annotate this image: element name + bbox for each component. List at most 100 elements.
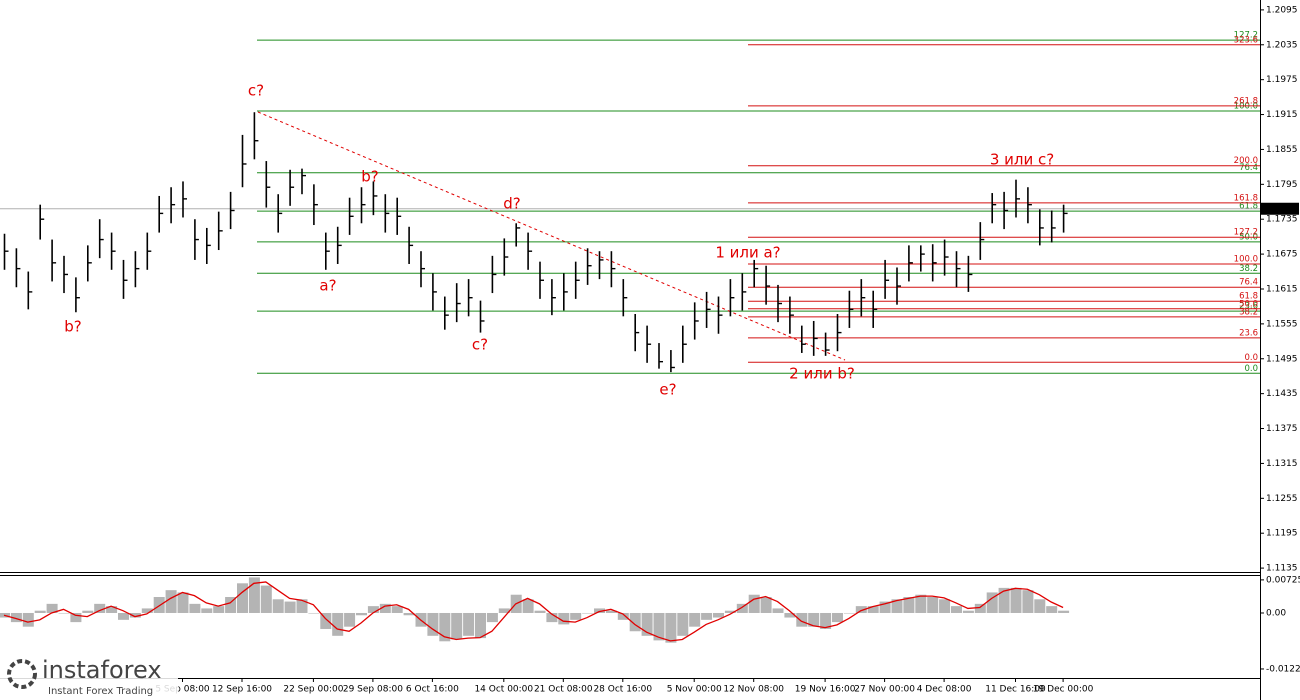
- macd-bar: [1034, 599, 1046, 613]
- macd-bar: [1046, 606, 1058, 613]
- macd-bar: [939, 599, 951, 613]
- x-tick-label: 5 Sep 08:00: [155, 685, 210, 695]
- macd-bar: [605, 610, 617, 613]
- macd-bar: [463, 612, 475, 636]
- y-tick-label: 1.1315: [1266, 459, 1298, 469]
- macd-bar: [248, 577, 260, 613]
- x-tick-label: 22 Sep 00:00: [283, 685, 343, 695]
- macd-bar: [784, 612, 796, 618]
- macd-bar: [582, 612, 594, 614]
- x-tick-label: 14 Oct 00:00: [474, 685, 533, 695]
- macd-bar: [653, 612, 665, 641]
- macd-bar: [879, 601, 891, 613]
- macd-bar: [748, 594, 760, 613]
- fib-label: 127.2: [1234, 228, 1258, 238]
- x-tick-label: 27 Nov 00:00: [854, 685, 915, 695]
- fib-label: 0.0: [1244, 353, 1258, 363]
- fib-label: 38.2: [1239, 264, 1258, 274]
- x-tick-label: 28 Oct 16:00: [593, 685, 652, 695]
- fib-label: 61.8: [1239, 202, 1258, 212]
- macd-bar: [237, 583, 248, 613]
- fib-label: 76.4: [1239, 163, 1258, 173]
- macd-bar: [94, 603, 106, 613]
- macd-bar: [867, 606, 879, 613]
- macd-bar: [260, 585, 272, 613]
- y-tick-label: 1.1795: [1266, 180, 1298, 190]
- macd-bar: [546, 612, 558, 623]
- macd-bar: [475, 612, 486, 639]
- macd-bar: [165, 590, 177, 613]
- wave-label: a?: [319, 277, 336, 295]
- x-tick-label: 29 Sep 08:00: [343, 685, 403, 695]
- x-tick-label: 11 Dec 16:00: [985, 685, 1046, 695]
- y-tick-label: 1.1195: [1266, 529, 1298, 539]
- signal-line: [3, 581, 1064, 642]
- macd-bar: [106, 606, 118, 613]
- price-tag: 1.1753: [1265, 204, 1300, 214]
- y-tick-label: 1.1135: [1266, 564, 1298, 574]
- wave-label: c?: [472, 336, 488, 354]
- macd-bar: [665, 612, 677, 643]
- macd-bar: [403, 612, 415, 616]
- macd-bar: [1022, 590, 1034, 613]
- macd-bar: [284, 601, 296, 613]
- wave-label: e?: [659, 381, 676, 399]
- y-tick-label: 1.1555: [1266, 319, 1298, 329]
- wave-label: b?: [361, 168, 378, 186]
- fib-label: 38.2: [1239, 307, 1258, 317]
- y-tick-label: 1.1255: [1266, 494, 1298, 504]
- macd-bar: [760, 597, 772, 613]
- macd-bar: [629, 612, 641, 632]
- macd-bar: [22, 612, 34, 627]
- price-tag-box: [1261, 202, 1299, 215]
- fib-label: 76.4: [1239, 278, 1258, 288]
- y-tick-label: 1.1975: [1266, 75, 1298, 85]
- text-layer: 1.2095 1.2035 1.1975 1.1915 1.1855 1.1795 1.17…: [64, 5, 1300, 694]
- macd-bar: [129, 612, 141, 618]
- x-tick-label: 12 Sep 16:00: [212, 685, 272, 695]
- macd-bar: [308, 612, 320, 614]
- macd-bar: [843, 612, 855, 614]
- macd-bar: [296, 599, 308, 613]
- wave-label: 2 или b?: [789, 365, 855, 383]
- y-tick-label: 1.1855: [1266, 145, 1298, 155]
- macd-bar: [594, 608, 605, 613]
- fib-label: 23.6: [1239, 302, 1258, 312]
- wave-label: d?: [503, 195, 520, 213]
- wave-label: 3 или c?: [990, 151, 1054, 169]
- macd-bar: [10, 612, 22, 623]
- macd-bar: [796, 612, 808, 627]
- macd-bar: [903, 597, 915, 613]
- macd-bar: [962, 610, 974, 613]
- macd-bar: [998, 587, 1010, 613]
- macd-bar: [225, 597, 237, 613]
- macd-bar: [320, 612, 332, 629]
- trend-line: [257, 111, 846, 361]
- macd-bar: [713, 612, 724, 618]
- x-tick-label: 6 Oct 16:00: [406, 685, 459, 695]
- macd-bar: [379, 603, 391, 613]
- y-tick-label: 1.1375: [1266, 424, 1298, 434]
- y-tick-label: 0.00: [1266, 608, 1286, 618]
- macd-bar: [641, 612, 653, 636]
- macd-bar: [272, 599, 284, 613]
- macd-bar: [82, 610, 94, 613]
- macd-bar: [986, 592, 998, 613]
- macd-layer: [0, 577, 1070, 643]
- fib-label: 200.0: [1234, 156, 1258, 166]
- macd-bar: [891, 599, 903, 613]
- macd-bar: [915, 594, 927, 613]
- macd-bar: [439, 612, 451, 642]
- macd-bar: [772, 608, 784, 613]
- macd-bar: [617, 612, 629, 620]
- macd-bar: [332, 612, 344, 636]
- macd-bar: [391, 606, 403, 613]
- y-tick-label: 1.1495: [1266, 354, 1298, 364]
- logo-icon: [7, 659, 37, 689]
- fib-label: 261.8: [1234, 96, 1258, 106]
- fib-label: 0.0: [1244, 364, 1258, 374]
- macd-bar: [451, 612, 463, 640]
- macd-bar: [189, 603, 201, 613]
- x-tick-label: 5 Nov 00:00: [667, 685, 722, 695]
